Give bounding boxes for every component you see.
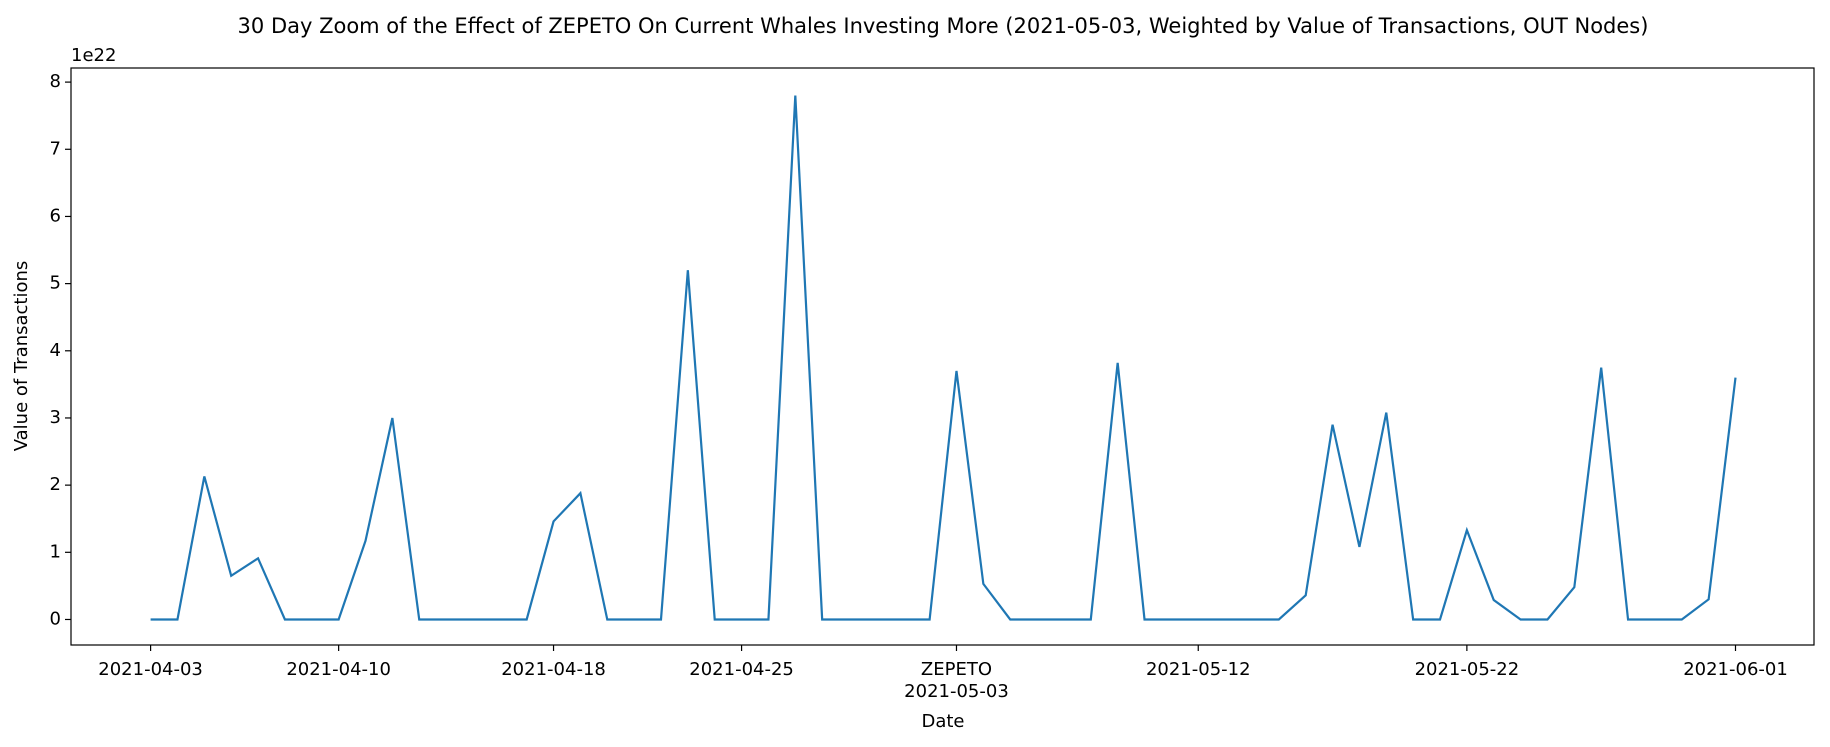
x-tick-label: 2021-05-03 [904, 681, 1009, 702]
y-tick-label: 1 [50, 541, 61, 562]
y-tick-label: 8 [50, 71, 61, 92]
x-axis-label: Date [921, 711, 964, 732]
y-tick-label: 7 [50, 138, 61, 159]
plot-frame [70, 67, 1815, 646]
x-tick-label: 2021-04-10 [286, 659, 391, 680]
y-tick-label: 0 [50, 608, 61, 629]
x-tick-label: 2021-04-25 [689, 659, 794, 680]
y-tick-label: 6 [50, 205, 61, 226]
data-line [150, 95, 1737, 621]
y-tick-label: 2 [50, 474, 61, 495]
chart-title: 30 Day Zoom of the Effect of ZEPETO On C… [238, 14, 1649, 38]
x-tick-label: 2021-04-18 [501, 659, 606, 680]
x-tick-label: 2021-06-01 [1683, 659, 1788, 680]
x-tick-label: 2021-05-12 [1146, 659, 1251, 680]
annotation: ZEPETO [921, 659, 992, 680]
y-tick-label: 3 [50, 407, 61, 428]
y-tick-label: 5 [50, 273, 61, 294]
y-tick-label: 4 [50, 340, 61, 361]
y-axis-label: Value of Transactions [11, 261, 32, 452]
x-tick-label: 2021-04-03 [98, 659, 203, 680]
x-tick-label: 2021-05-22 [1415, 659, 1520, 680]
y-offset-label: 1e22 [71, 45, 116, 66]
